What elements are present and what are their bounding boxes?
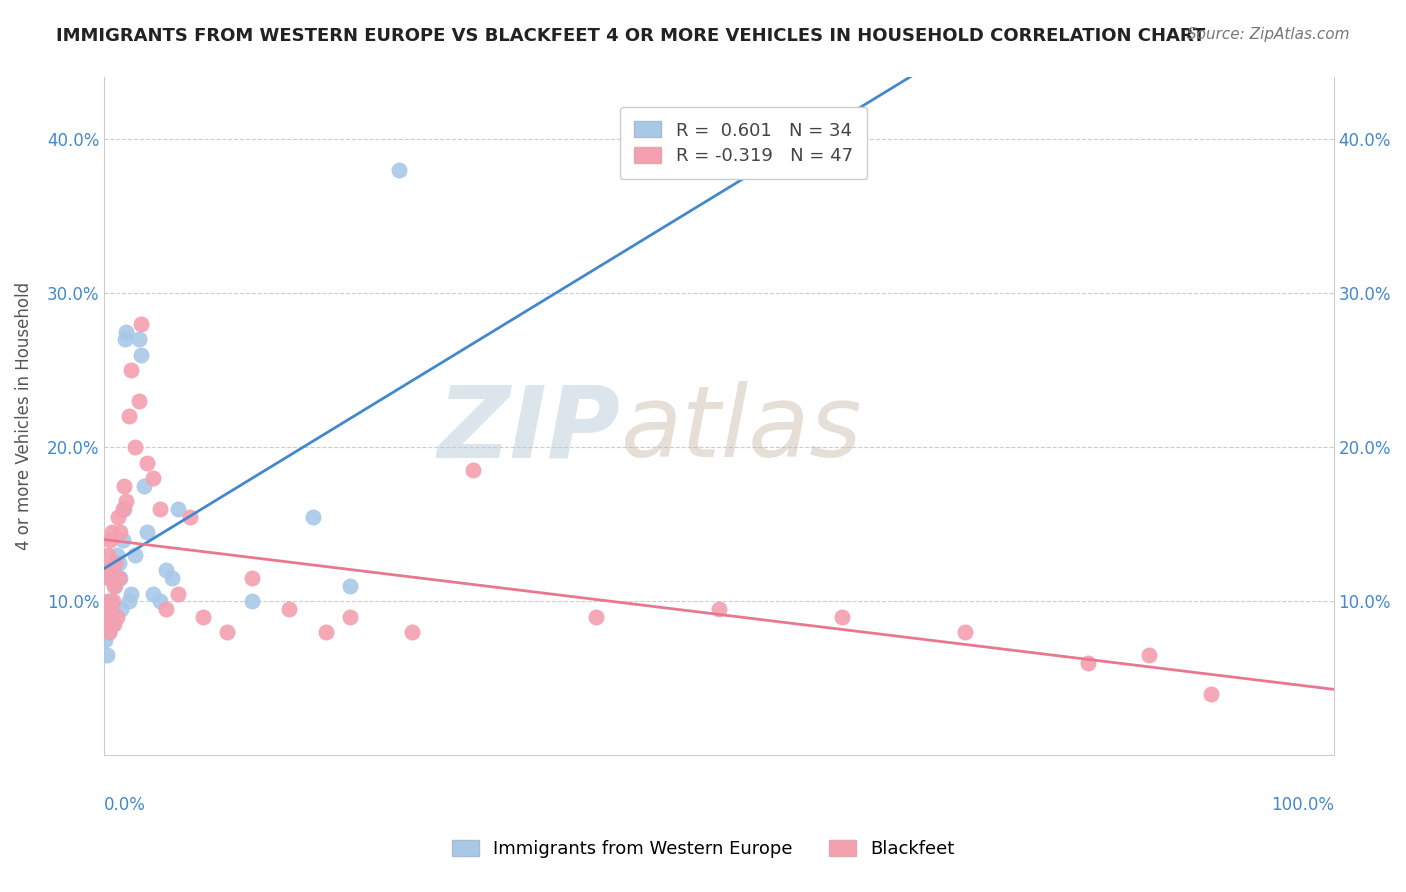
- Point: [115, 325, 138, 339]
- Point: [155, 602, 177, 616]
- Point: [97, 609, 120, 624]
- Point: [103, 564, 125, 578]
- Point: [105, 548, 128, 562]
- Point: [339, 579, 361, 593]
- Point: [110, 602, 132, 616]
- Point: [953, 625, 976, 640]
- Point: [105, 609, 128, 624]
- Point: [128, 332, 150, 346]
- Point: [108, 556, 131, 570]
- Point: [148, 594, 170, 608]
- Point: [114, 332, 136, 346]
- Point: [111, 533, 134, 547]
- Text: 100.0%: 100.0%: [1271, 796, 1334, 814]
- Point: [129, 348, 152, 362]
- Point: [97, 548, 120, 562]
- Point: [461, 463, 484, 477]
- Point: [120, 586, 142, 600]
- Point: [401, 625, 423, 640]
- Point: [128, 394, 150, 409]
- Point: [136, 456, 159, 470]
- Text: 0.0%: 0.0%: [104, 796, 146, 814]
- Point: [98, 571, 121, 585]
- Point: [302, 509, 325, 524]
- Point: [94, 632, 117, 647]
- Point: [100, 533, 122, 547]
- Point: [100, 524, 122, 539]
- Point: [167, 501, 190, 516]
- Point: [167, 586, 190, 600]
- Text: ZIP: ZIP: [437, 382, 620, 478]
- Point: [217, 625, 239, 640]
- Point: [96, 602, 118, 616]
- Point: [107, 509, 129, 524]
- Point: [100, 571, 122, 585]
- Point: [179, 509, 201, 524]
- Legend: R =  0.601   N = 34, R = -0.319   N = 47: R = 0.601 N = 34, R = -0.319 N = 47: [620, 107, 868, 179]
- Text: Source: ZipAtlas.com: Source: ZipAtlas.com: [1187, 27, 1350, 42]
- Point: [142, 586, 165, 600]
- Point: [96, 648, 118, 663]
- Point: [101, 602, 124, 616]
- Point: [120, 363, 142, 377]
- Point: [97, 594, 120, 608]
- Point: [160, 571, 183, 585]
- Point: [240, 571, 263, 585]
- Point: [831, 609, 853, 624]
- Point: [110, 571, 132, 585]
- Point: [1137, 648, 1160, 663]
- Point: [98, 625, 121, 640]
- Point: [707, 602, 730, 616]
- Point: [118, 409, 141, 424]
- Point: [136, 524, 159, 539]
- Point: [148, 501, 170, 516]
- Point: [277, 602, 299, 616]
- Point: [108, 571, 131, 585]
- Point: [1077, 656, 1099, 670]
- Point: [124, 548, 146, 562]
- Point: [100, 602, 122, 616]
- Text: atlas: atlas: [620, 382, 862, 478]
- Point: [96, 564, 118, 578]
- Point: [240, 594, 263, 608]
- Point: [100, 617, 122, 632]
- Point: [585, 609, 607, 624]
- Point: [1199, 687, 1222, 701]
- Point: [110, 524, 132, 539]
- Point: [124, 440, 146, 454]
- Y-axis label: 4 or more Vehicles in Household: 4 or more Vehicles in Household: [15, 283, 32, 550]
- Point: [191, 609, 214, 624]
- Point: [101, 594, 124, 608]
- Point: [104, 556, 127, 570]
- Point: [112, 501, 135, 516]
- Point: [118, 594, 141, 608]
- Point: [129, 317, 152, 331]
- Point: [112, 479, 135, 493]
- Point: [98, 625, 121, 640]
- Point: [104, 579, 127, 593]
- Point: [100, 594, 122, 608]
- Point: [315, 625, 337, 640]
- Point: [103, 579, 125, 593]
- Point: [339, 609, 361, 624]
- Point: [388, 162, 411, 177]
- Point: [94, 617, 117, 632]
- Point: [111, 501, 134, 516]
- Point: [103, 617, 125, 632]
- Point: [155, 564, 177, 578]
- Point: [142, 471, 165, 485]
- Legend: Immigrants from Western Europe, Blackfeet: Immigrants from Western Europe, Blackfee…: [444, 832, 962, 865]
- Text: IMMIGRANTS FROM WESTERN EUROPE VS BLACKFEET 4 OR MORE VEHICLES IN HOUSEHOLD CORR: IMMIGRANTS FROM WESTERN EUROPE VS BLACKF…: [56, 27, 1205, 45]
- Point: [115, 494, 138, 508]
- Point: [132, 479, 155, 493]
